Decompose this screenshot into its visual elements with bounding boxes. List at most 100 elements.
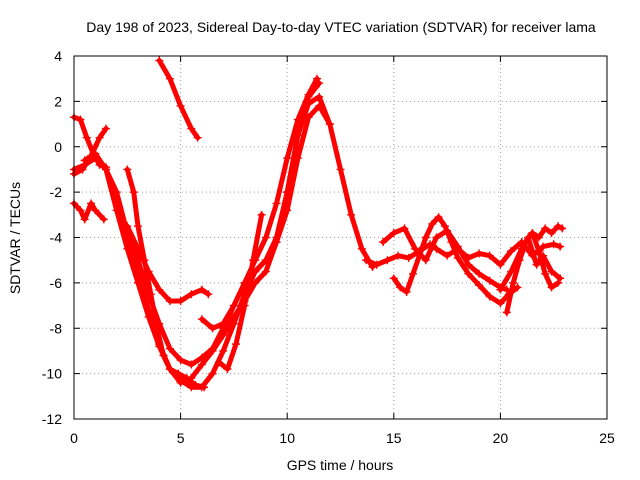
data-point bbox=[155, 56, 164, 65]
data-point bbox=[534, 247, 543, 256]
data-point bbox=[453, 242, 462, 251]
data-point bbox=[251, 278, 260, 287]
data-point bbox=[534, 233, 543, 242]
series-trace-j bbox=[197, 74, 322, 333]
data-point bbox=[443, 251, 452, 260]
chart-title: Day 198 of 2023, Sidereal Day-to-day VTE… bbox=[86, 19, 596, 35]
series-trace-i bbox=[155, 56, 202, 142]
data-point bbox=[200, 383, 209, 392]
data-point bbox=[547, 228, 556, 237]
x-tick-label: 15 bbox=[386, 430, 402, 446]
series-trace-q bbox=[528, 222, 567, 242]
data-point bbox=[396, 283, 405, 292]
series-trace-g bbox=[123, 165, 209, 392]
data-point bbox=[496, 260, 505, 269]
data-point bbox=[485, 292, 494, 301]
data-point bbox=[402, 287, 411, 296]
data-point bbox=[434, 213, 443, 222]
series-line bbox=[124, 166, 207, 390]
data-point bbox=[165, 74, 174, 83]
data-point bbox=[187, 360, 196, 369]
y-tick-label: 4 bbox=[54, 48, 62, 64]
data-point bbox=[76, 115, 85, 124]
data-point bbox=[453, 253, 462, 262]
data-point bbox=[129, 188, 138, 197]
data-point bbox=[304, 113, 313, 122]
x-tick-label: 0 bbox=[70, 430, 78, 446]
data-point bbox=[464, 269, 473, 278]
y-tick-label: 0 bbox=[54, 139, 62, 155]
tick-layer: 0 5 10 15 20 25 -12 -10 -8 -6 -4 -2 0 2 4 bbox=[42, 48, 615, 446]
data-point bbox=[421, 256, 430, 265]
data-point bbox=[82, 133, 91, 142]
data-point bbox=[176, 101, 185, 110]
data-point bbox=[182, 374, 191, 383]
data-point bbox=[549, 240, 558, 249]
data-point bbox=[272, 238, 281, 247]
data-point bbox=[313, 74, 322, 83]
series-layer bbox=[70, 56, 567, 392]
data-point bbox=[261, 233, 270, 242]
data-point bbox=[191, 380, 200, 389]
data-point bbox=[144, 267, 153, 276]
data-point bbox=[187, 124, 196, 133]
x-tick-label: 10 bbox=[279, 430, 295, 446]
data-point bbox=[204, 290, 213, 299]
data-point bbox=[229, 312, 238, 321]
data-point bbox=[428, 219, 437, 228]
data-point bbox=[159, 351, 168, 360]
data-point bbox=[219, 346, 228, 355]
data-point bbox=[372, 260, 381, 269]
data-point bbox=[389, 228, 398, 237]
series-trace-k bbox=[214, 210, 266, 374]
data-point bbox=[556, 242, 565, 251]
data-point bbox=[362, 256, 371, 265]
data-point bbox=[249, 256, 258, 265]
data-point bbox=[304, 90, 313, 99]
data-point bbox=[357, 244, 366, 253]
data-point bbox=[553, 278, 562, 287]
data-point bbox=[440, 222, 449, 231]
data-point bbox=[443, 226, 452, 235]
data-point bbox=[404, 253, 413, 262]
data-point bbox=[208, 324, 217, 333]
data-point bbox=[408, 269, 417, 278]
data-point bbox=[165, 365, 174, 374]
data-point bbox=[91, 206, 100, 215]
data-point bbox=[95, 133, 104, 142]
data-point bbox=[176, 297, 185, 306]
data-point bbox=[112, 188, 121, 197]
data-point bbox=[394, 251, 403, 260]
data-point bbox=[502, 308, 511, 317]
data-point bbox=[315, 101, 324, 110]
data-point bbox=[187, 290, 196, 299]
y-tick-label: -6 bbox=[50, 275, 63, 291]
data-point bbox=[193, 133, 202, 142]
data-point bbox=[91, 149, 100, 158]
data-point bbox=[219, 331, 228, 340]
data-point bbox=[475, 269, 484, 278]
y-tick-label: 2 bbox=[54, 93, 62, 109]
data-point bbox=[223, 365, 232, 374]
data-point bbox=[515, 256, 524, 265]
y-tick-label: -2 bbox=[50, 184, 63, 200]
data-point bbox=[485, 276, 494, 285]
data-point bbox=[475, 249, 484, 258]
data-point bbox=[541, 269, 550, 278]
data-point bbox=[379, 238, 388, 247]
data-point bbox=[80, 215, 89, 224]
data-point bbox=[240, 301, 249, 310]
data-point bbox=[133, 222, 142, 231]
data-point bbox=[101, 124, 110, 133]
data-point bbox=[513, 283, 522, 292]
data-point bbox=[283, 154, 292, 163]
data-point bbox=[272, 199, 281, 208]
data-point bbox=[389, 274, 398, 283]
data-point bbox=[174, 369, 183, 378]
data-point bbox=[261, 267, 270, 276]
x-axis-title: GPS time / hours bbox=[287, 457, 394, 473]
data-point bbox=[76, 206, 85, 215]
data-point bbox=[133, 244, 142, 253]
data-point bbox=[521, 238, 530, 247]
